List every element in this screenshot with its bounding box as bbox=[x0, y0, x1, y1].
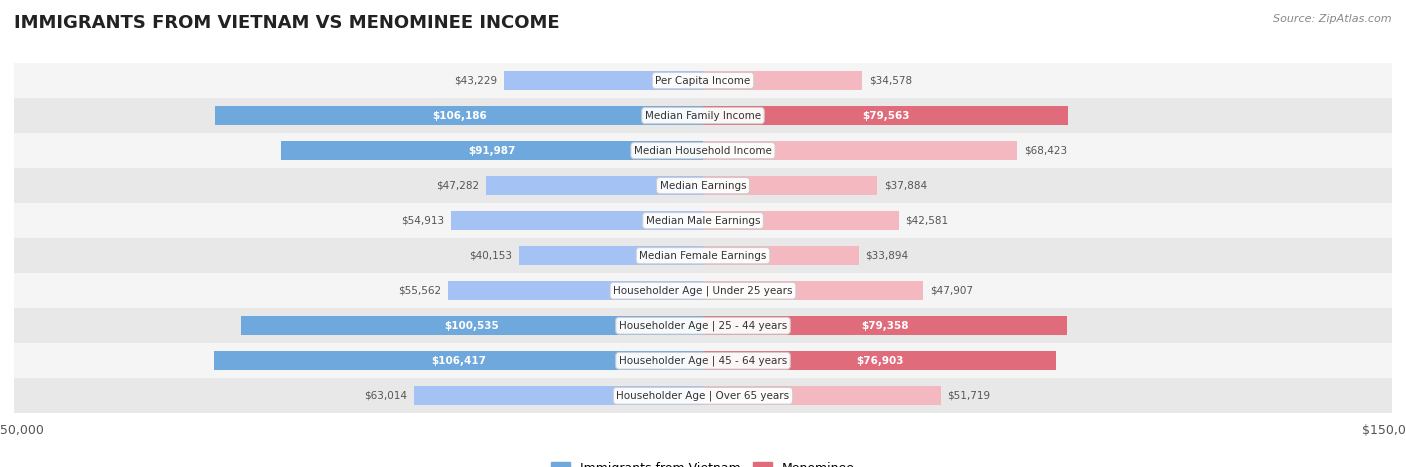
Bar bbox=[215, 106, 703, 125]
Text: Median Earnings: Median Earnings bbox=[659, 181, 747, 191]
Bar bbox=[242, 316, 703, 335]
Bar bbox=[14, 168, 1392, 203]
Text: $100,535: $100,535 bbox=[444, 321, 499, 331]
Text: $43,229: $43,229 bbox=[454, 76, 498, 85]
Bar bbox=[703, 316, 1067, 335]
Text: Median Household Income: Median Household Income bbox=[634, 146, 772, 156]
Text: Householder Age | Over 65 years: Householder Age | Over 65 years bbox=[616, 390, 790, 401]
Bar bbox=[451, 211, 703, 230]
Bar bbox=[703, 71, 862, 90]
Bar bbox=[703, 211, 898, 230]
Bar bbox=[703, 281, 922, 300]
Text: $51,719: $51,719 bbox=[948, 391, 991, 401]
Text: $68,423: $68,423 bbox=[1024, 146, 1067, 156]
Bar bbox=[14, 63, 1392, 98]
Bar bbox=[214, 351, 703, 370]
Text: Source: ZipAtlas.com: Source: ZipAtlas.com bbox=[1274, 14, 1392, 24]
Text: $106,186: $106,186 bbox=[432, 111, 486, 120]
Text: $40,153: $40,153 bbox=[468, 251, 512, 261]
Text: Householder Age | Under 25 years: Householder Age | Under 25 years bbox=[613, 285, 793, 296]
Text: $106,417: $106,417 bbox=[432, 356, 486, 366]
Bar bbox=[14, 308, 1392, 343]
Text: Householder Age | 25 - 44 years: Householder Age | 25 - 44 years bbox=[619, 320, 787, 331]
Text: $79,563: $79,563 bbox=[862, 111, 910, 120]
Text: $54,913: $54,913 bbox=[401, 216, 444, 226]
Bar bbox=[703, 246, 859, 265]
Bar bbox=[14, 203, 1392, 238]
Bar bbox=[14, 238, 1392, 273]
Text: $33,894: $33,894 bbox=[866, 251, 908, 261]
Text: $34,578: $34,578 bbox=[869, 76, 912, 85]
Bar bbox=[447, 281, 703, 300]
Bar bbox=[703, 141, 1018, 160]
Bar bbox=[281, 141, 703, 160]
Bar bbox=[14, 378, 1392, 413]
Bar bbox=[14, 343, 1392, 378]
Text: $79,358: $79,358 bbox=[862, 321, 910, 331]
Bar bbox=[703, 176, 877, 195]
Legend: Immigrants from Vietnam, Menominee: Immigrants from Vietnam, Menominee bbox=[546, 457, 860, 467]
Bar bbox=[703, 386, 941, 405]
Text: $47,282: $47,282 bbox=[436, 181, 479, 191]
Text: Median Male Earnings: Median Male Earnings bbox=[645, 216, 761, 226]
Text: $55,562: $55,562 bbox=[398, 286, 441, 296]
Text: Median Female Earnings: Median Female Earnings bbox=[640, 251, 766, 261]
Text: $76,903: $76,903 bbox=[856, 356, 904, 366]
Bar bbox=[486, 176, 703, 195]
Text: $91,987: $91,987 bbox=[468, 146, 516, 156]
Text: Per Capita Income: Per Capita Income bbox=[655, 76, 751, 85]
Bar bbox=[413, 386, 703, 405]
Text: $37,884: $37,884 bbox=[884, 181, 927, 191]
Bar bbox=[14, 133, 1392, 168]
Text: Median Family Income: Median Family Income bbox=[645, 111, 761, 120]
Bar bbox=[703, 106, 1069, 125]
Bar bbox=[14, 98, 1392, 133]
Bar bbox=[703, 351, 1056, 370]
Bar bbox=[519, 246, 703, 265]
Text: $42,581: $42,581 bbox=[905, 216, 949, 226]
Bar bbox=[14, 273, 1392, 308]
Text: $47,907: $47,907 bbox=[929, 286, 973, 296]
Text: $63,014: $63,014 bbox=[364, 391, 406, 401]
Text: IMMIGRANTS FROM VIETNAM VS MENOMINEE INCOME: IMMIGRANTS FROM VIETNAM VS MENOMINEE INC… bbox=[14, 14, 560, 32]
Text: Householder Age | 45 - 64 years: Householder Age | 45 - 64 years bbox=[619, 355, 787, 366]
Bar bbox=[505, 71, 703, 90]
